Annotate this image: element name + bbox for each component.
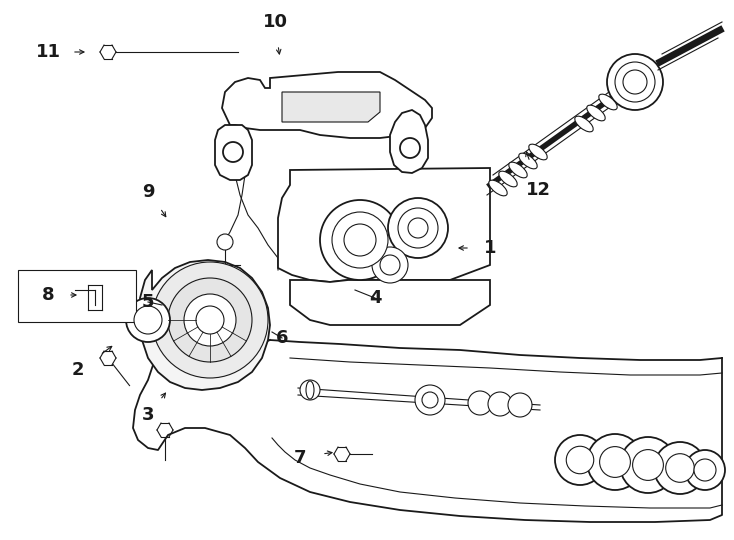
Ellipse shape	[586, 105, 606, 121]
Circle shape	[623, 70, 647, 94]
Text: 1: 1	[484, 239, 496, 257]
Circle shape	[344, 224, 376, 256]
Circle shape	[332, 212, 388, 268]
Circle shape	[566, 446, 594, 474]
Circle shape	[600, 447, 631, 477]
Text: 4: 4	[368, 289, 381, 307]
Circle shape	[620, 437, 676, 493]
Polygon shape	[222, 72, 432, 138]
Circle shape	[415, 385, 445, 415]
Circle shape	[400, 138, 420, 158]
Circle shape	[320, 200, 400, 280]
Ellipse shape	[509, 162, 527, 178]
Circle shape	[152, 262, 268, 378]
Ellipse shape	[575, 116, 593, 132]
Circle shape	[398, 208, 438, 248]
Circle shape	[388, 198, 448, 258]
Circle shape	[615, 62, 655, 102]
Circle shape	[408, 218, 428, 238]
Circle shape	[654, 442, 706, 494]
Circle shape	[380, 255, 400, 275]
Circle shape	[468, 391, 492, 415]
Polygon shape	[278, 168, 490, 282]
Circle shape	[300, 380, 320, 400]
Ellipse shape	[519, 153, 537, 169]
Text: 2: 2	[72, 361, 84, 379]
Ellipse shape	[489, 180, 507, 196]
Circle shape	[126, 298, 170, 342]
Circle shape	[508, 393, 532, 417]
Text: 6: 6	[276, 329, 288, 347]
Polygon shape	[290, 280, 490, 325]
Ellipse shape	[306, 381, 314, 399]
Circle shape	[184, 294, 236, 346]
Ellipse shape	[499, 171, 517, 187]
Polygon shape	[282, 92, 380, 122]
Circle shape	[168, 278, 252, 362]
Circle shape	[217, 234, 233, 250]
Circle shape	[607, 54, 663, 110]
Bar	[18, 270, 136, 322]
Circle shape	[666, 454, 694, 482]
Circle shape	[422, 392, 438, 408]
Text: 10: 10	[263, 13, 288, 31]
Polygon shape	[215, 125, 252, 180]
Text: 7: 7	[294, 449, 306, 467]
Circle shape	[196, 306, 224, 334]
Circle shape	[555, 435, 605, 485]
Circle shape	[223, 142, 243, 162]
Polygon shape	[140, 260, 270, 390]
Text: 8: 8	[42, 286, 54, 304]
Circle shape	[694, 459, 716, 481]
Circle shape	[488, 392, 512, 416]
Ellipse shape	[599, 94, 617, 110]
Circle shape	[134, 306, 162, 334]
Circle shape	[633, 450, 664, 481]
Circle shape	[685, 450, 725, 490]
Text: 12: 12	[526, 181, 550, 199]
Circle shape	[372, 247, 408, 283]
Text: 11: 11	[35, 43, 60, 61]
Text: 9: 9	[142, 183, 154, 201]
Polygon shape	[390, 110, 428, 173]
Ellipse shape	[528, 144, 548, 160]
Circle shape	[587, 434, 643, 490]
Text: 5: 5	[142, 293, 154, 311]
Text: 3: 3	[142, 406, 154, 424]
